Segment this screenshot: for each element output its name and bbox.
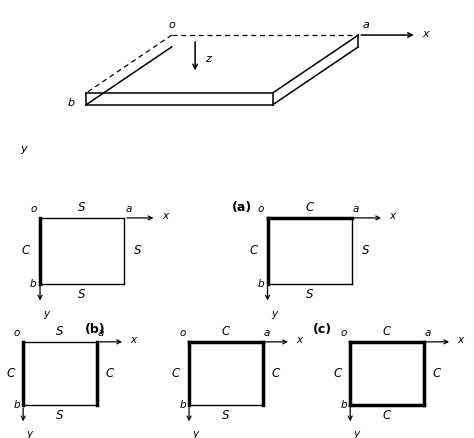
Text: C: C: [22, 244, 30, 257]
Text: C: C: [383, 325, 391, 338]
Text: a: a: [125, 204, 131, 214]
Text: a: a: [98, 328, 104, 338]
Text: y: y: [21, 144, 27, 154]
Text: y: y: [26, 429, 32, 438]
Text: S: S: [56, 325, 64, 338]
Text: (a): (a): [232, 201, 252, 214]
Text: S: S: [56, 409, 64, 422]
Text: C: C: [222, 325, 230, 338]
Text: C: C: [249, 244, 257, 257]
Text: S: S: [362, 244, 369, 257]
Text: b: b: [67, 99, 74, 108]
Text: o: o: [30, 204, 36, 214]
Text: a: a: [264, 328, 270, 338]
Text: b: b: [14, 400, 20, 410]
Text: S: S: [306, 288, 313, 300]
Text: x: x: [390, 211, 396, 221]
Text: a: a: [425, 328, 431, 338]
Text: x: x: [130, 335, 136, 345]
Text: a: a: [353, 204, 359, 214]
Text: (b): (b): [84, 323, 105, 336]
Text: o: o: [14, 328, 20, 338]
Text: x: x: [162, 211, 168, 221]
Text: C: C: [333, 367, 341, 380]
Text: y: y: [44, 309, 49, 318]
Text: C: C: [172, 367, 180, 380]
Text: C: C: [306, 201, 314, 214]
Text: (c): (c): [313, 323, 332, 336]
Text: C: C: [272, 367, 280, 380]
Text: z: z: [205, 54, 210, 64]
Text: y: y: [353, 429, 359, 438]
Text: o: o: [258, 204, 264, 214]
Text: b: b: [257, 279, 264, 289]
Text: S: S: [78, 288, 86, 300]
Text: y: y: [192, 429, 198, 438]
Text: b: b: [180, 400, 186, 410]
Text: C: C: [383, 409, 391, 422]
Text: C: C: [106, 367, 114, 380]
Text: b: b: [341, 400, 347, 410]
Text: S: S: [135, 244, 142, 257]
Text: o: o: [341, 328, 347, 338]
Text: C: C: [6, 367, 14, 380]
Text: x: x: [422, 29, 429, 39]
Text: a: a: [362, 20, 369, 30]
Text: b: b: [30, 279, 36, 289]
Text: o: o: [168, 20, 175, 30]
Text: S: S: [222, 409, 230, 422]
Text: C: C: [433, 367, 441, 380]
Text: o: o: [180, 328, 186, 338]
Text: y: y: [271, 309, 277, 318]
Text: S: S: [78, 201, 86, 214]
Text: x: x: [457, 335, 463, 345]
Text: x: x: [296, 335, 302, 345]
